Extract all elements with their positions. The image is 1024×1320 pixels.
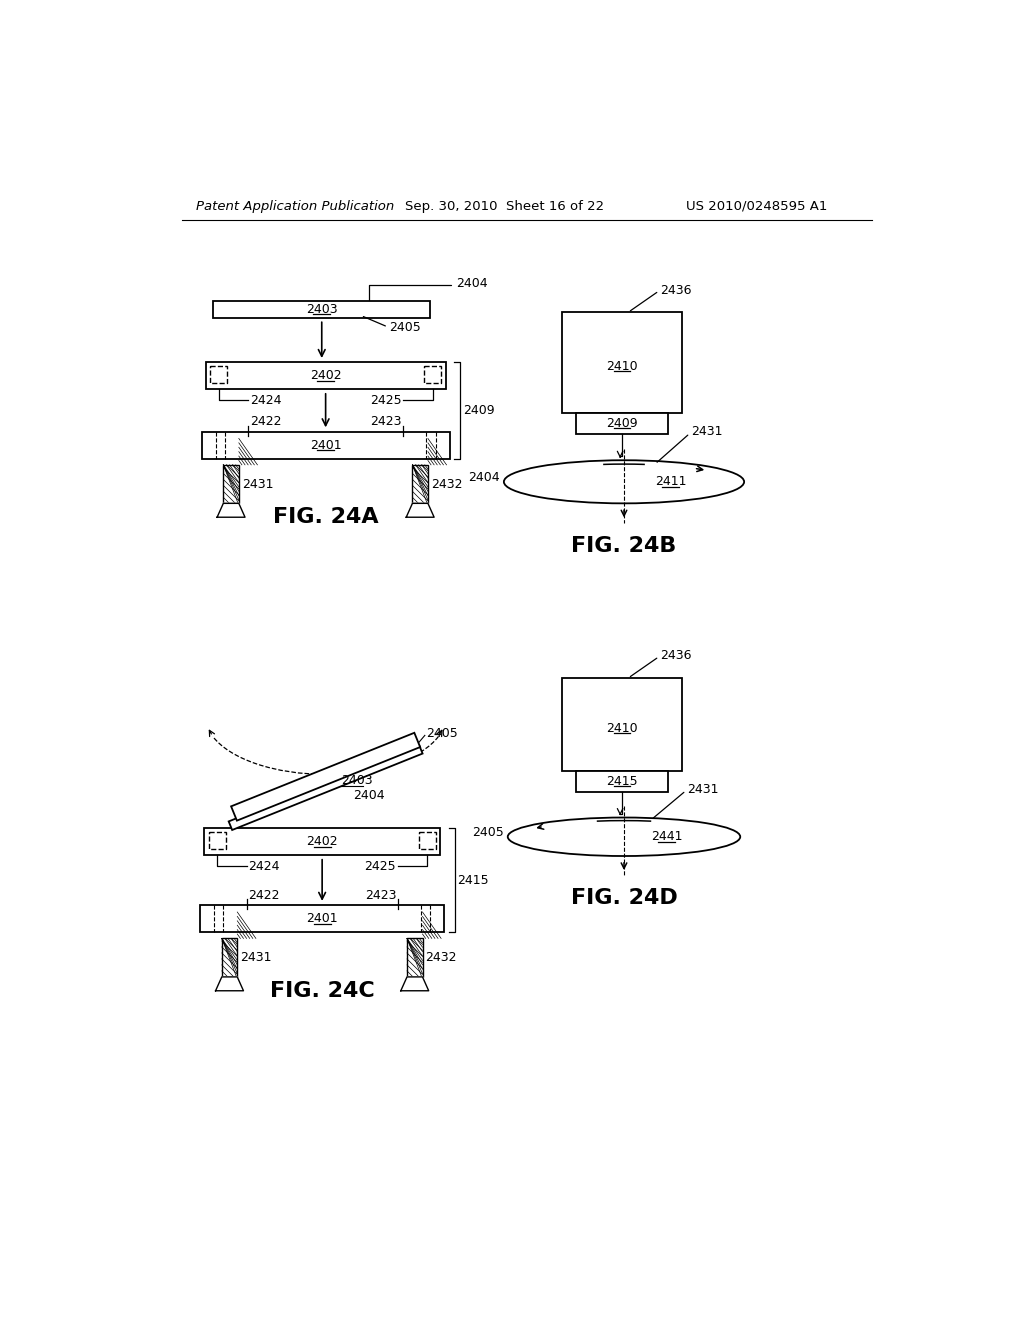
Text: 2431: 2431 — [241, 952, 272, 964]
Text: 2422: 2422 — [248, 888, 280, 902]
Text: 2425: 2425 — [365, 859, 396, 873]
Text: 2410: 2410 — [606, 360, 638, 372]
Text: 2401: 2401 — [310, 438, 341, 451]
Bar — [413, 465, 428, 503]
Bar — [206, 363, 445, 389]
Polygon shape — [400, 977, 429, 991]
Bar — [213, 301, 430, 318]
Text: 2401: 2401 — [306, 912, 338, 925]
Bar — [424, 367, 441, 383]
Text: 2422: 2422 — [250, 416, 282, 428]
Text: 2409: 2409 — [606, 417, 638, 430]
Text: 2411: 2411 — [654, 475, 686, 488]
Text: 2403: 2403 — [341, 774, 373, 787]
Text: 2436: 2436 — [660, 649, 692, 663]
Text: 2424: 2424 — [250, 393, 282, 407]
Text: FIG. 24B: FIG. 24B — [571, 536, 677, 556]
Text: 2441: 2441 — [651, 830, 682, 843]
Text: 2431: 2431 — [691, 425, 723, 438]
Text: 2404: 2404 — [468, 471, 500, 484]
Text: 2402: 2402 — [310, 370, 341, 383]
Bar — [210, 367, 227, 383]
Bar — [562, 678, 682, 771]
Text: 2402: 2402 — [306, 836, 338, 849]
Text: FIG. 24C: FIG. 24C — [269, 981, 375, 1001]
Text: FIG. 24D: FIG. 24D — [570, 888, 677, 908]
Text: 2425: 2425 — [370, 393, 401, 407]
Text: 2415: 2415 — [458, 874, 489, 887]
Text: FIG. 24A: FIG. 24A — [272, 507, 379, 527]
Text: 2431: 2431 — [687, 783, 719, 796]
Text: Sep. 30, 2010  Sheet 16 of 22: Sep. 30, 2010 Sheet 16 of 22 — [406, 199, 604, 213]
Text: Patent Application Publication: Patent Application Publication — [197, 199, 394, 213]
Bar — [223, 465, 239, 503]
Bar — [562, 313, 682, 413]
Polygon shape — [217, 503, 245, 517]
Ellipse shape — [504, 461, 744, 503]
Text: 2436: 2436 — [660, 284, 692, 297]
Text: 2432: 2432 — [426, 952, 457, 964]
Text: 2424: 2424 — [248, 859, 280, 873]
Text: 2405: 2405 — [389, 321, 421, 334]
Text: 2404: 2404 — [456, 277, 487, 290]
Bar — [407, 939, 423, 977]
Text: 2423: 2423 — [365, 888, 396, 902]
Text: 2432: 2432 — [431, 478, 463, 491]
Bar — [222, 939, 238, 977]
Polygon shape — [216, 977, 244, 991]
Ellipse shape — [508, 817, 740, 855]
Text: 2405: 2405 — [472, 826, 504, 840]
Polygon shape — [231, 733, 420, 821]
Bar — [200, 906, 444, 932]
Text: 2423: 2423 — [370, 416, 401, 428]
Text: 2409: 2409 — [463, 404, 495, 417]
Text: 2403: 2403 — [306, 302, 338, 315]
Text: 2405: 2405 — [426, 727, 458, 741]
Text: 2404: 2404 — [352, 788, 384, 801]
Bar — [202, 432, 450, 459]
Bar — [204, 829, 440, 855]
Text: 2431: 2431 — [242, 478, 273, 491]
Text: 2410: 2410 — [606, 722, 638, 735]
Bar — [209, 832, 225, 849]
Bar — [575, 771, 669, 792]
Polygon shape — [407, 503, 434, 517]
Bar — [575, 412, 669, 434]
Bar — [419, 832, 435, 849]
Polygon shape — [228, 744, 423, 830]
Text: 2415: 2415 — [606, 775, 638, 788]
Text: US 2010/0248595 A1: US 2010/0248595 A1 — [686, 199, 827, 213]
